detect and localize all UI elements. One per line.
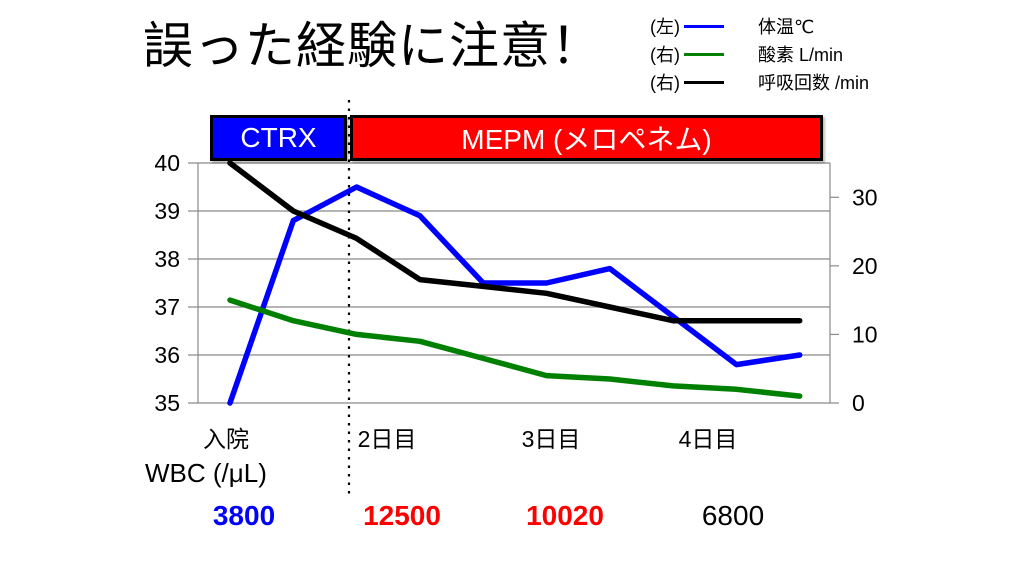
slide-title: 誤った経験に注意！ — [143, 18, 602, 74]
legend-row-respiratory-rate: (右) 呼吸回数 /min — [650, 68, 869, 96]
wbc-value-1: 3800 — [212, 500, 276, 531]
wbc-value-2: 12500 — [363, 500, 441, 531]
wbc-value-3: 10020 — [526, 500, 604, 531]
treatment-bar-ctrx: CTRX — [210, 115, 347, 161]
legend-label-temperature: 体温℃ — [758, 17, 815, 37]
respiratory-rate-line — [227, 160, 803, 324]
treatment-bar-ctrx-label: CTRX — [240, 122, 317, 153]
x-axis-label-4: 4日目 — [678, 426, 738, 452]
temperature-line — [227, 184, 803, 406]
wbc-row-label: WBC (/μL) — [145, 458, 267, 488]
left-axis-tick-label: 40 — [154, 150, 180, 176]
right-axis-tick-label: 0 — [852, 390, 865, 416]
x-axis-label-3: 3日目 — [521, 426, 581, 452]
right-axis-tick-label: 30 — [852, 184, 878, 210]
legend-axis-side-label: (左) — [650, 17, 680, 37]
left-axis-tick-label: 37 — [154, 294, 180, 320]
right-axis-tick-label: 20 — [852, 253, 878, 279]
chart-legend: (左) 体温℃ (右) 酸素 L/min (右) 呼吸回数 /min — [650, 12, 869, 96]
x-axis-label-2: 2日目 — [357, 426, 417, 452]
left-axis-tick-label: 35 — [154, 390, 180, 416]
legend-axis-side-label: (右) — [650, 73, 680, 93]
legend-axis-side-label: (右) — [650, 45, 680, 65]
left-axis-tick-label: 39 — [154, 198, 180, 224]
treatment-bar-mepm-label: MEPM (メロペネム) — [461, 124, 712, 155]
left-axis-tick-label: 36 — [154, 342, 180, 368]
x-axis-label-1: 入院 — [203, 426, 249, 452]
legend-row-temperature: (左) 体温℃ — [650, 12, 869, 40]
temperature-line-swatch — [684, 24, 724, 28]
legend-label-oxygen: 酸素 L/min — [758, 45, 844, 65]
legend-label-respiratory-rate: 呼吸回数 /min — [758, 73, 870, 93]
treatment-bar-mepm: MEPM (メロペネム) — [350, 115, 823, 161]
wbc-value-4: 6800 — [701, 500, 765, 531]
legend-row-oxygen: (右) 酸素 L/min — [650, 40, 869, 68]
respiratory-rate-line-swatch — [684, 80, 724, 84]
right-axis-tick-label: 10 — [852, 321, 878, 347]
oxygen-line-swatch — [684, 52, 724, 56]
oxygen-line — [227, 297, 803, 399]
left-axis-tick-label: 38 — [154, 246, 180, 272]
